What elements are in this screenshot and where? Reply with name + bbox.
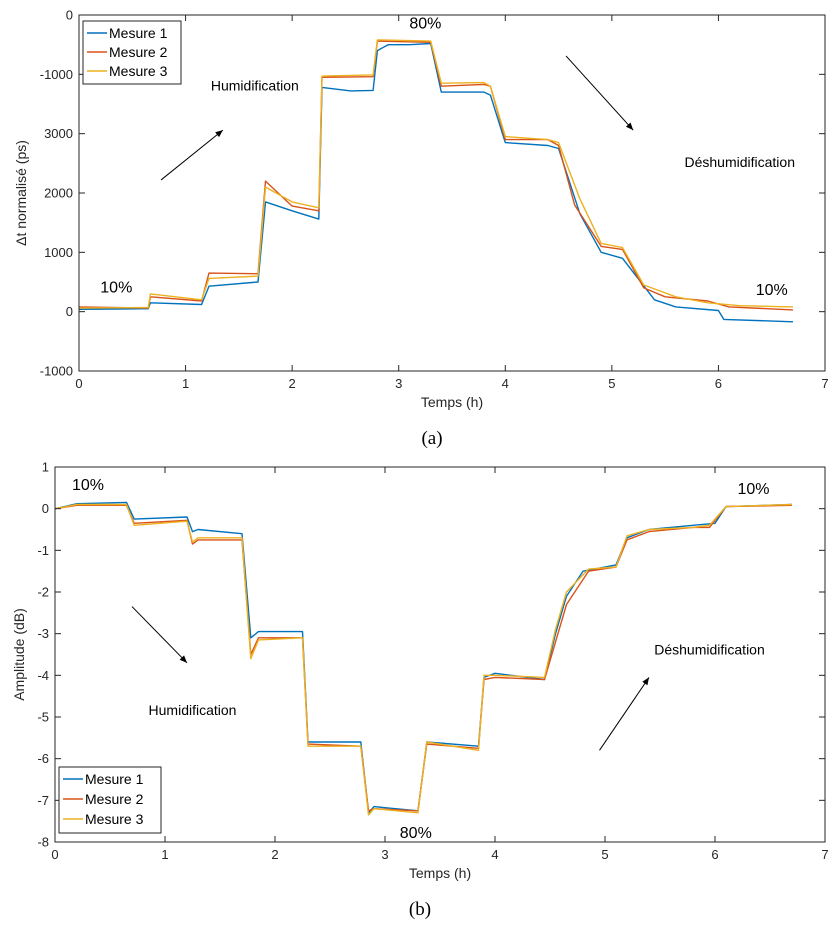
x-axis-label: Temps (h)	[409, 865, 471, 881]
y-tick-label: 2000	[44, 186, 73, 201]
arrow-line	[131, 606, 188, 664]
percent-annotation: 10%	[72, 477, 104, 494]
arrow-head	[625, 122, 634, 131]
legend: Mesure 1 Mesure 2 Mesure 3	[58, 766, 162, 834]
percent-annotation: 10%	[737, 481, 769, 498]
x-tick-label: 0	[51, 847, 58, 862]
x-tick-label: 1	[182, 376, 189, 391]
y-axis-label: Δt normalisé (ps)	[13, 140, 29, 246]
y-tick-label: 1000	[44, 245, 73, 260]
percent-annotation: 80%	[400, 825, 432, 842]
x-tick-label: 6	[715, 376, 722, 391]
x-tick-label: 7	[821, 376, 828, 391]
percent-annotation: 10%	[100, 280, 132, 297]
x-tick-label: 0	[75, 376, 82, 391]
phase-annotation: Humidification	[149, 702, 237, 718]
y-tick-label: -6	[37, 751, 49, 766]
arrow-line	[565, 55, 634, 131]
x-tick-label: 2	[271, 847, 278, 862]
y-tick-label: -7	[37, 793, 49, 808]
y-tick-label: 0	[42, 501, 49, 516]
arrow-line	[599, 677, 650, 751]
x-tick-label: 5	[608, 376, 615, 391]
legend-entry-1: Mesure 1	[109, 25, 168, 41]
series-line-1	[79, 42, 794, 323]
x-tick-label: 3	[381, 847, 388, 862]
x-tick-label: 1	[161, 847, 168, 862]
y-tick-label: 0	[66, 304, 73, 319]
legend-entry-3: Mesure 3	[109, 63, 168, 79]
x-axis-label: Temps (h)	[421, 394, 483, 410]
x-tick-label: 4	[502, 376, 509, 391]
arrow-head	[642, 677, 649, 686]
x-tick-label: 2	[289, 376, 296, 391]
series-lines	[79, 39, 794, 323]
y-tick-label: -1	[37, 543, 49, 558]
legend-entry-2: Mesure 2	[109, 44, 168, 60]
y-tick-label: -2	[37, 585, 49, 600]
phase-annotation: Déshumidification	[684, 154, 795, 170]
y-tick-label: 3000	[44, 126, 73, 141]
y-tick-label: -3	[37, 626, 49, 641]
percent-annotation: 80%	[409, 16, 441, 33]
x-tick-label: 7	[821, 847, 828, 862]
x-tick-label: 4	[491, 847, 498, 862]
y-tick-label: 0	[66, 8, 73, 23]
legend-entry-1: Mesure 1	[85, 771, 144, 787]
x-tick-label: 6	[711, 847, 718, 862]
x-tick-label: 3	[395, 376, 402, 391]
legend-entry-3: Mesure 3	[85, 811, 144, 827]
y-tick-label: 1	[42, 460, 49, 475]
phase-annotation: Humidification	[211, 77, 299, 93]
y-tick-label: -1000	[40, 67, 73, 82]
figure-caption: (b)	[409, 899, 431, 920]
y-tick-label: -1000	[40, 364, 73, 379]
series-line-2	[79, 40, 794, 311]
series-lines	[55, 501, 793, 816]
series-line-3	[79, 39, 794, 309]
legend-box	[58, 766, 162, 834]
figure-caption: (a)	[421, 428, 442, 449]
series-line-3	[55, 503, 793, 816]
y-tick-label: -4	[37, 668, 49, 683]
legend-entry-2: Mesure 2	[85, 791, 144, 807]
y-tick-label: -5	[37, 710, 49, 725]
y-tick-label: -8	[37, 835, 49, 850]
arrow-line	[160, 129, 224, 181]
chart-b: 0 1 2 3 4 5 6 7 -8 -7 -6 -5 -4 -3 -2 -1 0 1 Temps (h) Ampli…	[11, 460, 829, 921]
axes-box	[54, 466, 826, 843]
x-tick-label: 5	[601, 847, 608, 862]
y-axis-label: Amplitude (dB)	[11, 608, 27, 701]
arrow-head	[179, 655, 187, 663]
percent-annotation: 10%	[756, 282, 788, 299]
legend: Mesure 1 Mesure 2 Mesure 3	[82, 20, 182, 85]
arrow-head	[215, 130, 223, 138]
axes-box	[78, 14, 826, 372]
phase-annotation: Déshumidification	[654, 642, 765, 658]
